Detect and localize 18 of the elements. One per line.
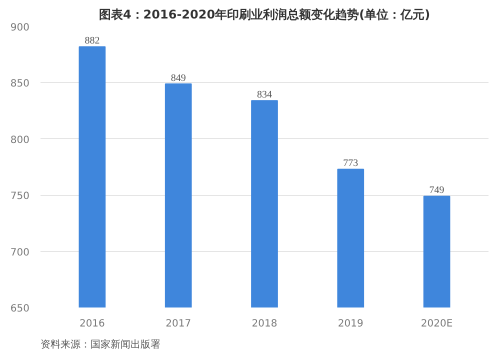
data-label: 749 <box>429 185 444 196</box>
text: 资料来源：国家新闻出版署 <box>40 338 160 350</box>
y-tick-label: 650 <box>10 304 30 314</box>
y-tick-label: 900 <box>10 22 30 34</box>
x-tick-label: 2019 <box>338 318 364 330</box>
y-tick-label: 800 <box>10 134 30 146</box>
x-tick-label: 2020E <box>420 318 453 330</box>
data-label: 849 <box>170 72 186 84</box>
data-label: 834 <box>257 90 272 101</box>
y-tick-label: 850 <box>10 78 30 90</box>
data-label: 882 <box>84 36 100 47</box>
data-label: 773 <box>343 158 358 170</box>
x-tick-label: 2016 <box>79 318 105 330</box>
x-tick-label: 2018 <box>252 318 278 330</box>
y-tick-label: 700 <box>10 247 30 258</box>
x-tick-label: 2017 <box>166 318 192 330</box>
chart-title: 图表4：2016-2020年印刷业利润总额变化趋势(单位：亿元) <box>98 8 430 22</box>
y-tick-label: 750 <box>10 191 30 202</box>
